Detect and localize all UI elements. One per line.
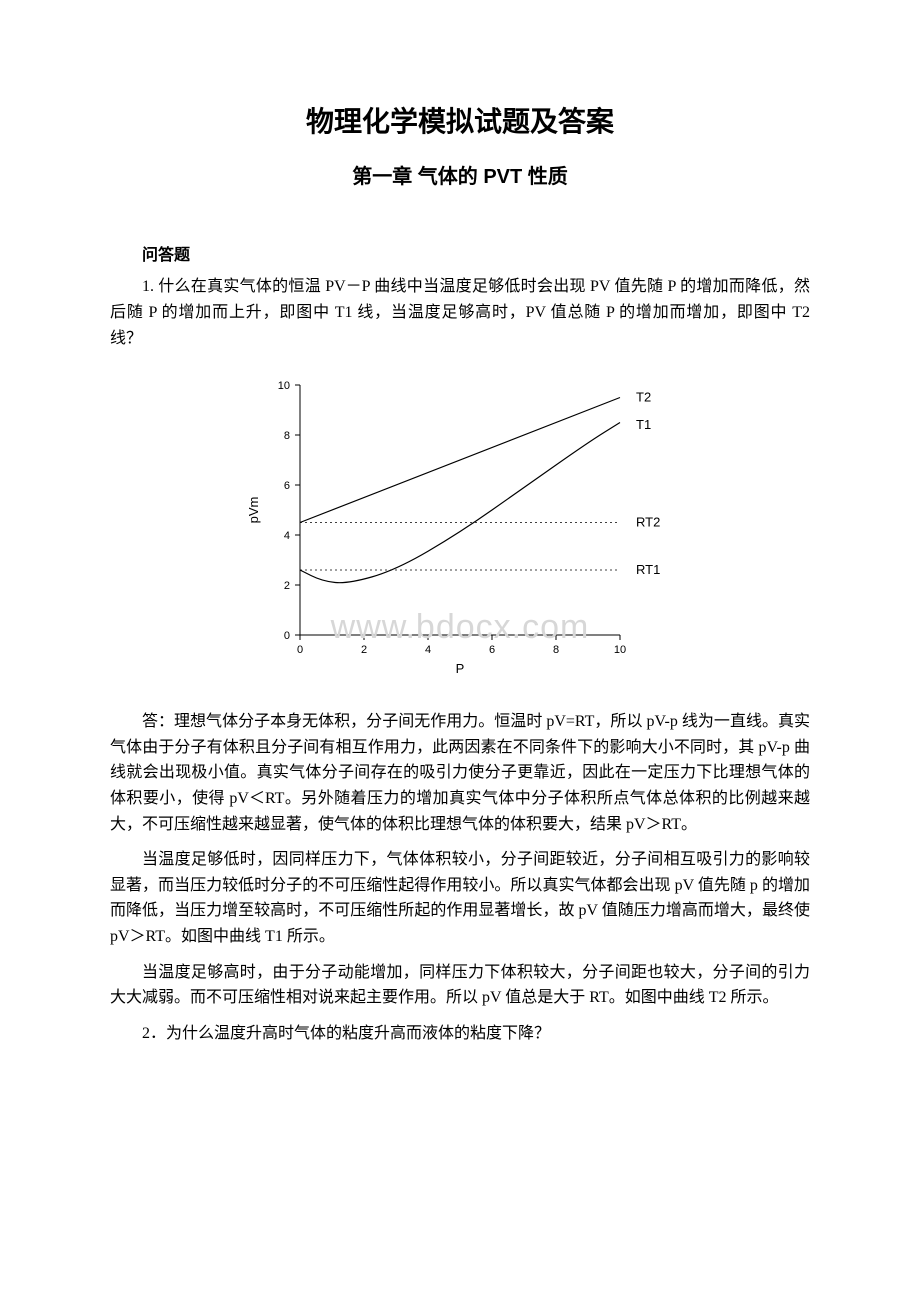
svg-text:0: 0 <box>284 630 290 642</box>
sub-title: 第一章 气体的 PVT 性质 <box>110 161 810 193</box>
svg-text:8: 8 <box>284 430 290 442</box>
svg-text:pVm: pVm <box>246 497 261 524</box>
svg-text:10: 10 <box>614 644 626 656</box>
svg-text:6: 6 <box>489 644 495 656</box>
svg-text:8: 8 <box>553 644 559 656</box>
chart-container: 02468100246810PpVmRT2RT1T2T1 www.bdocx.c… <box>110 375 810 685</box>
svg-text:2: 2 <box>284 580 290 592</box>
svg-text:T1: T1 <box>636 417 651 432</box>
answer-1-p1: 答：理想气体分子本身无体积，分子间无作用力。恒温时 pV=RT，所以 pV-p … <box>110 709 810 837</box>
answer-1-p3: 当温度足够高时，由于分子动能增加，同样压力下体积较大，分子间距也较大，分子间的引… <box>110 960 810 1011</box>
svg-text:6: 6 <box>284 480 290 492</box>
section-label: 问答题 <box>110 243 810 269</box>
svg-text:P: P <box>456 661 465 676</box>
svg-text:4: 4 <box>284 530 290 542</box>
svg-text:RT2: RT2 <box>636 515 660 530</box>
svg-text:RT1: RT1 <box>636 562 660 577</box>
question-2: 2．为什么温度升高时气体的粘度升高而液体的粘度下降？ <box>110 1021 810 1047</box>
svg-text:2: 2 <box>361 644 367 656</box>
page: 物理化学模拟试题及答案 第一章 气体的 PVT 性质 问答题 1. 什么在真实气… <box>0 0 920 1116</box>
svg-text:0: 0 <box>297 644 303 656</box>
svg-text:10: 10 <box>278 380 290 392</box>
main-title: 物理化学模拟试题及答案 <box>110 100 810 145</box>
pv-p-chart: 0 2 4 6 8 10 0 2 4 6 8 10 PpVm RT2 RT1 T2 T1 <box>240 375 680 685</box>
question-1: 1. 什么在真实气体的恒温 PV－P 曲线中当温度足够低时会出现 PV 值先随 … <box>110 274 810 351</box>
svg-text:T2: T2 <box>636 390 651 405</box>
answer-1-p2: 当温度足够低时，因同样压力下，气体体积较小，分子间距较近，分子间相互吸引力的影响… <box>110 847 810 949</box>
svg-text:4: 4 <box>425 644 431 656</box>
